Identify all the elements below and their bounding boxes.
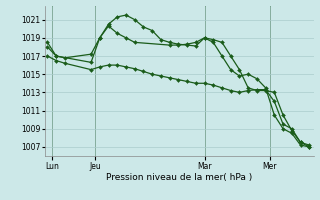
X-axis label: Pression niveau de la mer( hPa ): Pression niveau de la mer( hPa )	[106, 173, 252, 182]
